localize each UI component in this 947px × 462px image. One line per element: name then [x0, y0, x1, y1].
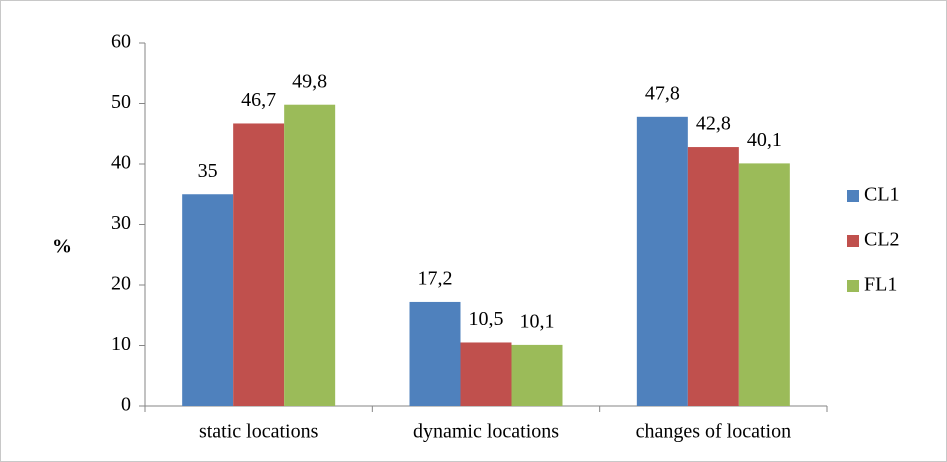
bar	[460, 342, 512, 406]
bar	[738, 163, 790, 406]
y-tick-label: 60	[111, 31, 131, 53]
data-label: 10,5	[469, 308, 504, 330]
data-label: 35	[198, 160, 218, 182]
bar	[284, 104, 336, 407]
y-tick-label: 0	[121, 394, 131, 416]
y-tick-label: 20	[111, 273, 131, 295]
y-tick-label: 10	[111, 333, 131, 355]
bar	[511, 344, 563, 406]
data-label: 42,8	[696, 113, 731, 135]
data-label: 49,8	[292, 70, 327, 92]
x-tick-label: dynamic locations	[413, 421, 559, 443]
y-axis-label: %	[52, 236, 72, 258]
data-label: 40,1	[747, 129, 782, 151]
data-label: 17,2	[418, 268, 453, 290]
bar	[182, 194, 234, 406]
legend-swatch	[847, 190, 859, 202]
legend-label: CL1	[864, 184, 900, 206]
legend-label: CL2	[864, 229, 900, 251]
y-tick-label: 40	[111, 152, 131, 174]
x-tick-label: static locations	[199, 421, 319, 443]
legend-swatch	[847, 235, 859, 247]
bar	[409, 301, 461, 406]
legend-swatch	[847, 280, 859, 292]
legend-label: FL1	[864, 274, 897, 296]
data-label: 46,7	[241, 89, 276, 111]
x-tick-label: changes of location	[636, 421, 792, 443]
y-tick-label: 30	[111, 212, 131, 234]
bar	[687, 147, 739, 406]
data-label: 47,8	[645, 82, 680, 104]
bar	[233, 123, 285, 406]
data-label: 10,1	[520, 310, 555, 332]
y-tick-label: 50	[111, 91, 131, 113]
bar	[636, 116, 688, 406]
